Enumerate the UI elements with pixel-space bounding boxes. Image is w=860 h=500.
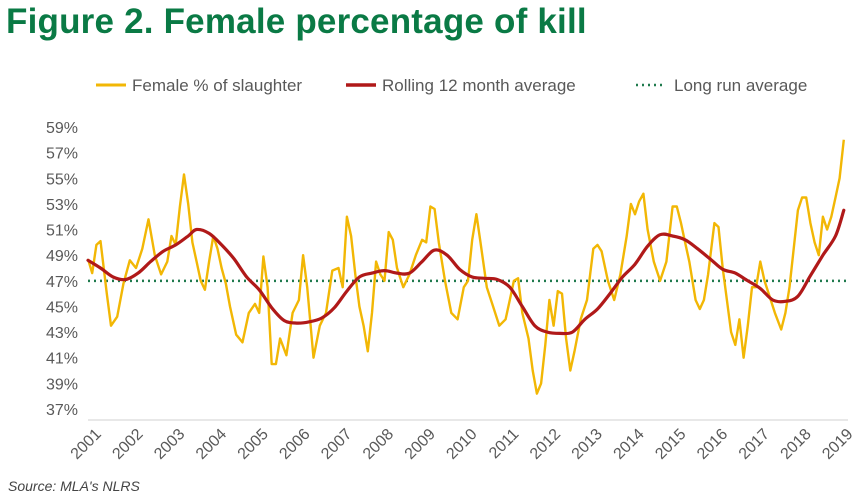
y-tick-label: 55% xyxy=(46,171,78,188)
x-tick-label: 2003 xyxy=(151,426,188,463)
y-tick-label: 41% xyxy=(46,351,78,368)
y-tick-label: 45% xyxy=(46,299,78,316)
x-tick-label: 2006 xyxy=(276,426,313,463)
x-tick-label: 2017 xyxy=(736,426,773,463)
y-tick-label: 51% xyxy=(46,223,78,240)
x-tick-label: 2001 xyxy=(68,426,105,463)
y-tick-label: 49% xyxy=(46,248,78,265)
y-tick-label: 37% xyxy=(46,402,78,419)
x-tick-label: 2016 xyxy=(694,426,731,463)
x-tick-label: 2008 xyxy=(360,426,397,463)
series-female-percent-of-slaughter xyxy=(86,139,845,395)
x-tick-label: 2004 xyxy=(193,426,230,463)
series-rolling-12-month-average xyxy=(86,208,846,336)
x-tick-label: 2012 xyxy=(527,426,564,463)
source-note: Source: MLA's NLRS xyxy=(8,478,140,494)
y-tick-label: 57% xyxy=(46,146,78,163)
x-tick-label: 2007 xyxy=(318,426,355,463)
x-tick-label: 2002 xyxy=(109,426,146,463)
legend-label-rolling: Rolling 12 month average xyxy=(382,76,576,95)
x-tick-label: 2019 xyxy=(819,426,856,463)
x-tick-label: 2011 xyxy=(486,426,522,462)
legend: Female % of slaughter Rolling 12 month a… xyxy=(96,76,807,95)
y-tick-label: 43% xyxy=(46,325,78,342)
y-tick-label: 47% xyxy=(46,274,78,291)
y-tick-label: 39% xyxy=(46,376,78,393)
x-tick-label: 2005 xyxy=(235,426,272,463)
legend-label-longrun: Long run average xyxy=(674,76,807,95)
y-tick-label: 53% xyxy=(46,197,78,214)
plot-area xyxy=(86,139,848,395)
x-tick-label: 2015 xyxy=(652,426,689,463)
y-axis: 59% 57% 55% 53% 51% 49% 47% 45% 43% 41% 39% 37% xyxy=(46,120,78,419)
y-tick-label: 59% xyxy=(46,120,78,137)
legend-label-monthly: Female % of slaughter xyxy=(132,76,302,95)
x-tick-label: 2010 xyxy=(443,426,480,463)
chart-title: Figure 2. Female percentage of kill xyxy=(6,2,587,41)
x-tick-label: 2014 xyxy=(610,426,647,463)
x-tick-label: 2009 xyxy=(402,426,439,463)
x-tick-label: 2018 xyxy=(778,426,815,463)
x-axis: 2001 2002 2003 2004 2005 2006 2007 2008 2009 2010… xyxy=(68,419,857,463)
x-tick-label: 2013 xyxy=(569,426,606,463)
